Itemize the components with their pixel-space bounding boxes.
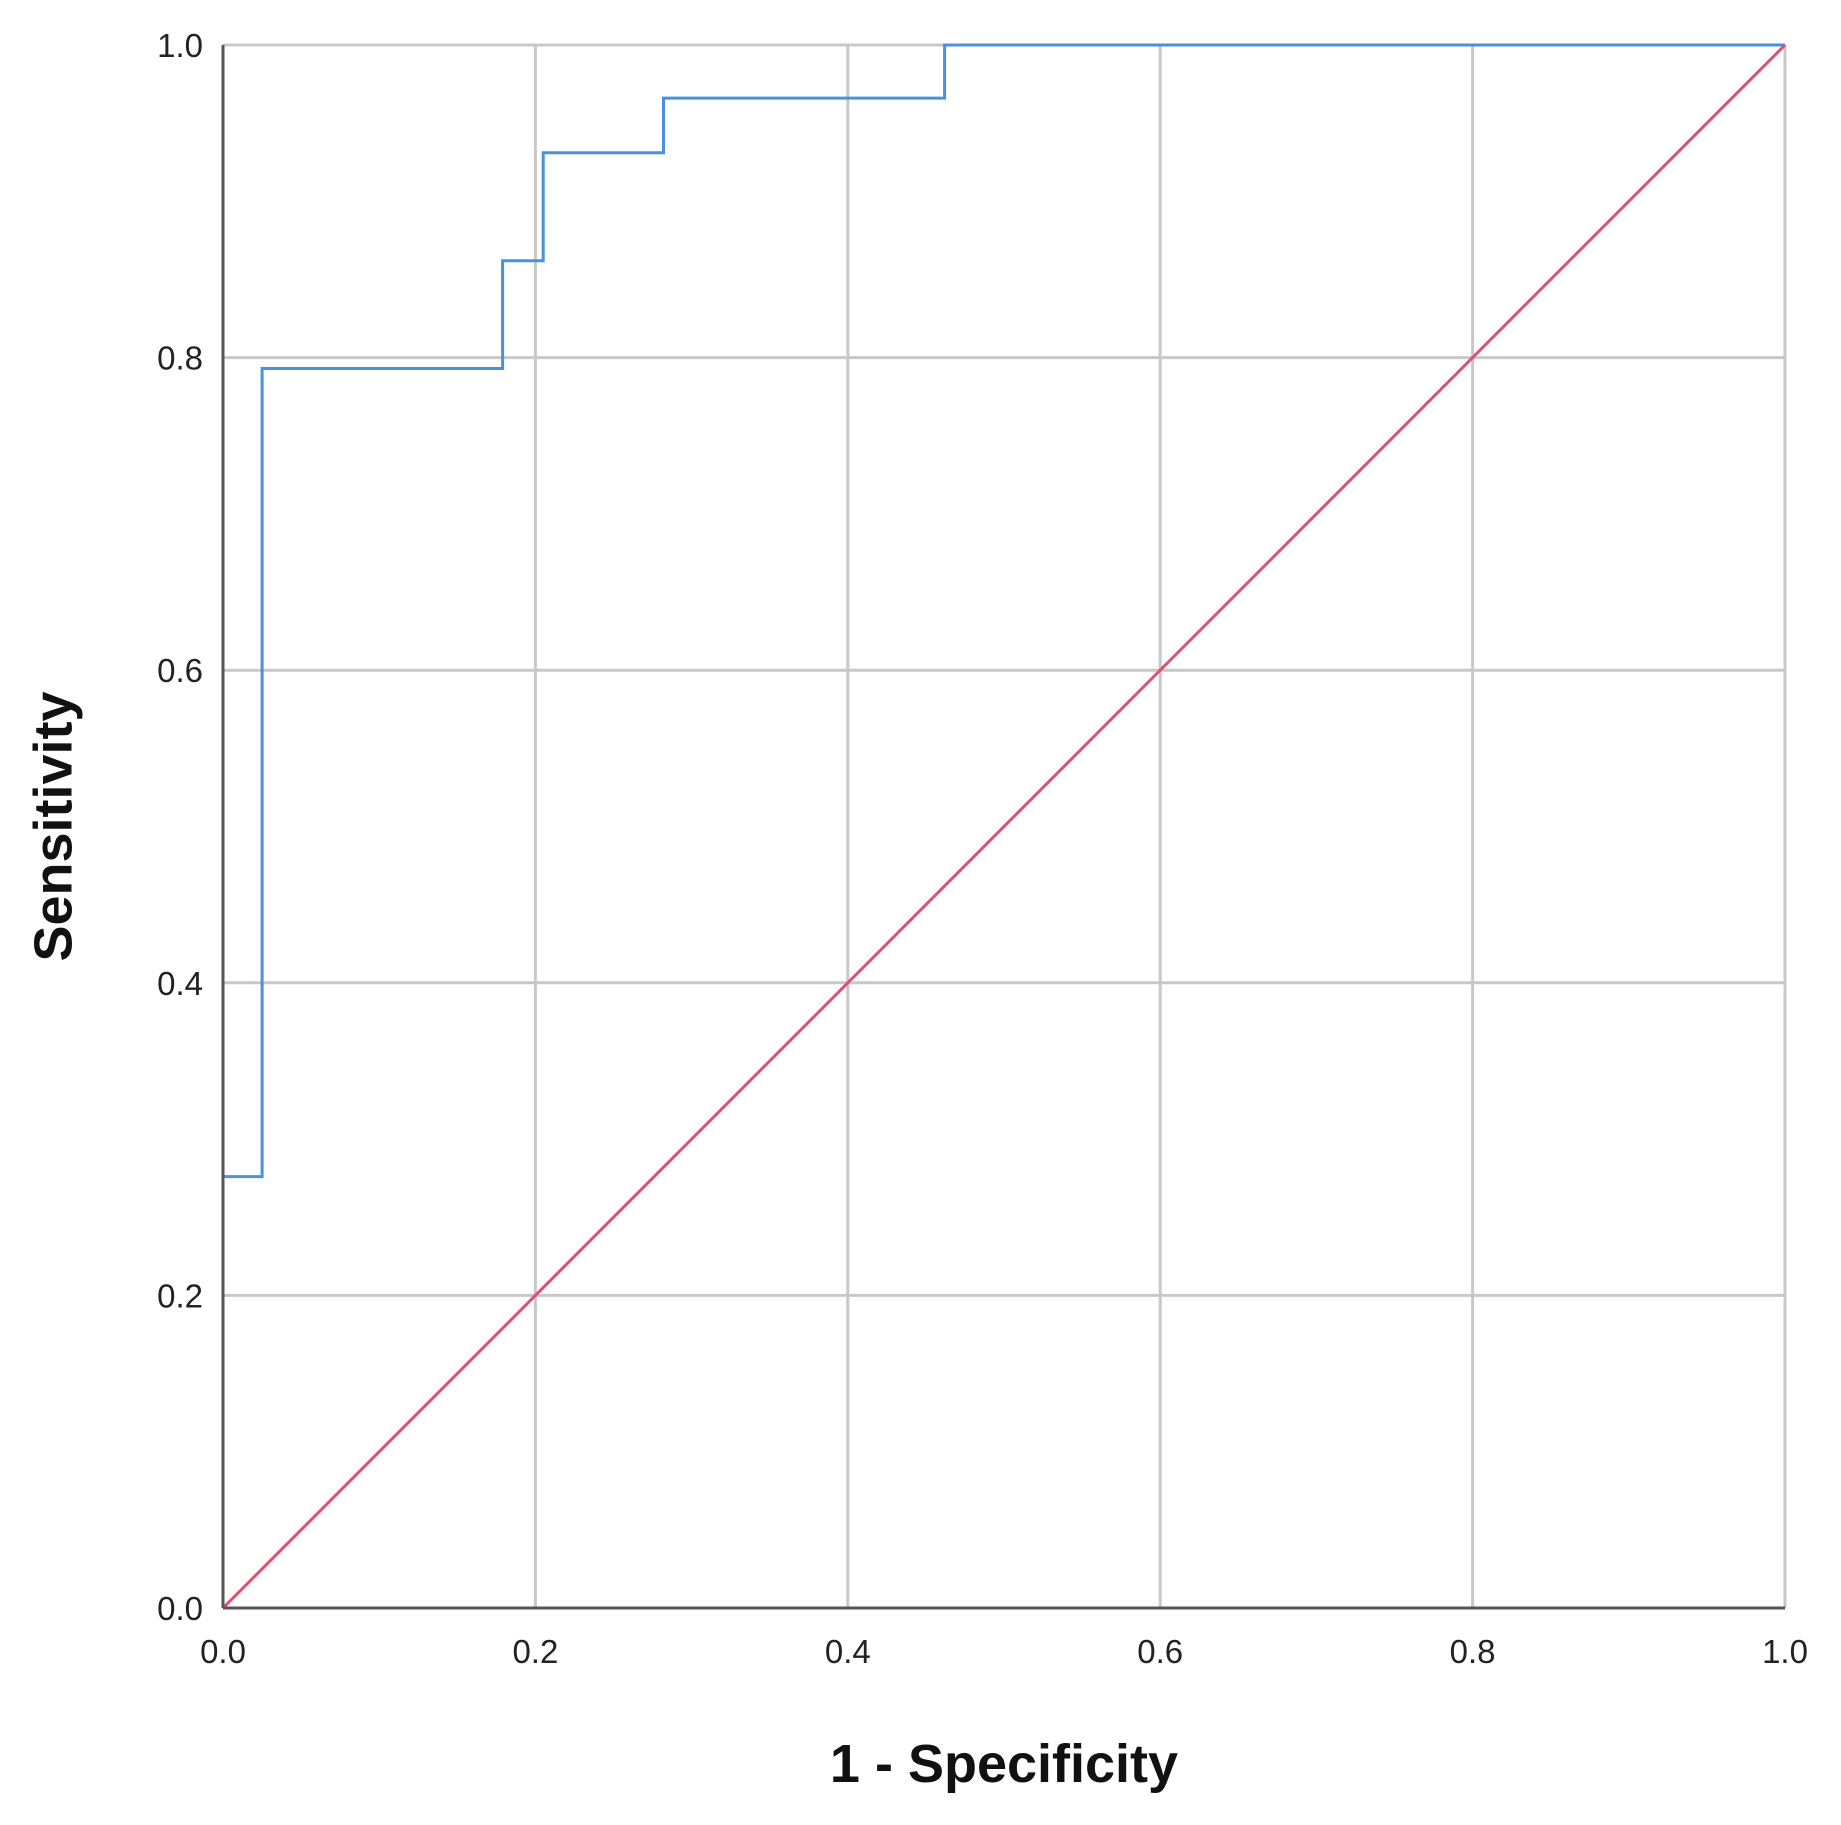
roc-curve-0 — [221, 43, 1785, 1608]
x-tick-label-1: 0.2 — [512, 1633, 558, 1670]
y-axis-title: Sensitivity — [23, 691, 83, 961]
x-tick-label-2: 0.4 — [825, 1633, 871, 1670]
y-tick-label-3: 0.6 — [157, 652, 203, 689]
x-axis-title: 1 - Specificity — [830, 1734, 1178, 1794]
y-tick-label-1: 0.2 — [157, 1277, 203, 1314]
y-tick-labels: 0.0 0.2 0.4 0.6 0.8 1.0 — [157, 27, 203, 1627]
y-tick-label-0: 0.0 — [157, 1590, 203, 1627]
y-tick-label-2: 0.4 — [157, 965, 203, 1002]
x-tick-label-3: 0.6 — [1137, 1633, 1183, 1670]
series-layer — [221, 43, 1787, 1610]
y-tick-label-4: 0.8 — [157, 340, 203, 377]
x-tick-label-0: 0.0 — [200, 1633, 246, 1670]
axes — [221, 45, 1785, 1610]
x-tick-label-5: 1.0 — [1762, 1633, 1808, 1670]
x-tick-label-4: 0.8 — [1450, 1633, 1496, 1670]
y-tick-label-5: 1.0 — [157, 27, 203, 64]
x-tick-labels: 0.0 0.2 0.4 0.6 0.8 1.0 — [200, 1633, 1808, 1670]
reference-line-1 — [221, 43, 1787, 1610]
